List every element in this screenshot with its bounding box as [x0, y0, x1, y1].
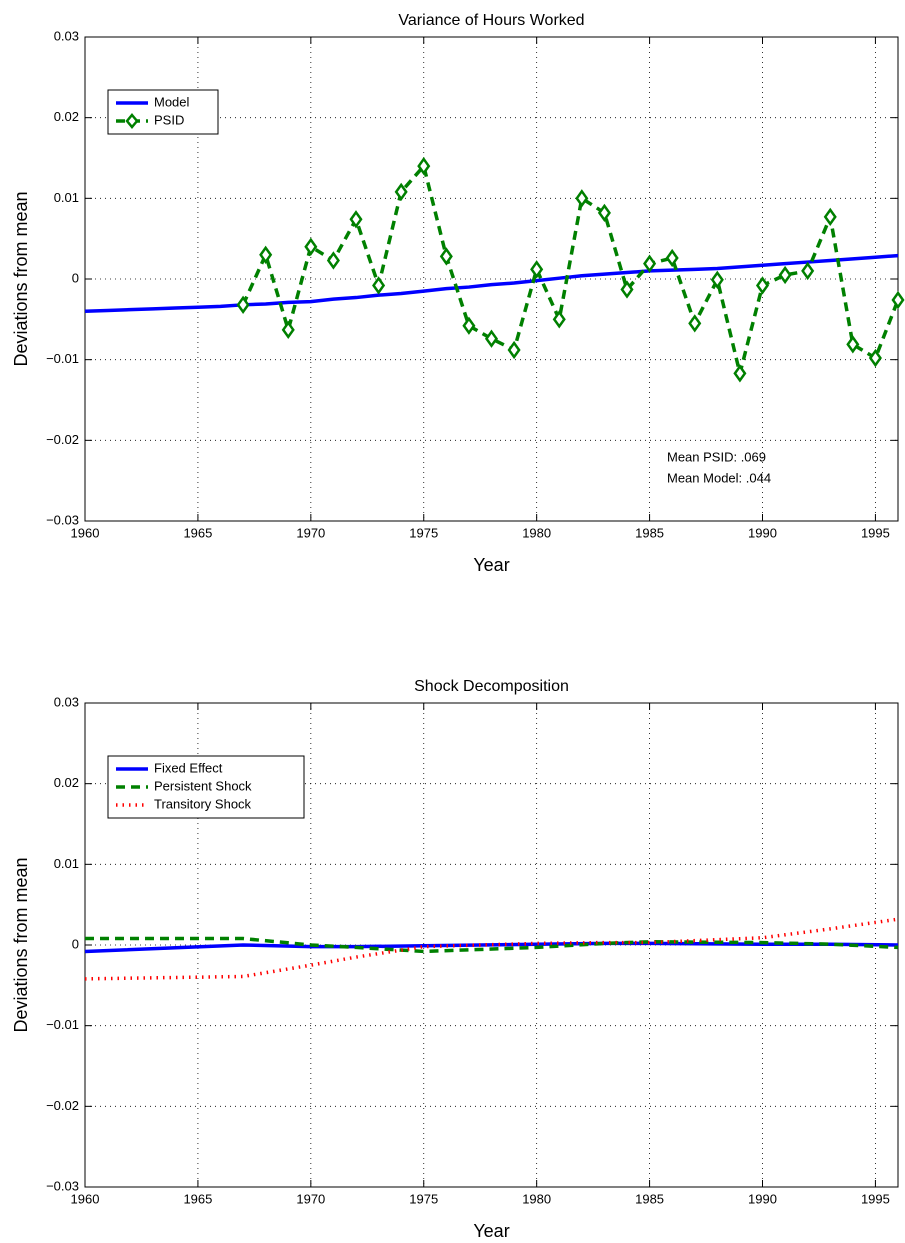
- series-line: [84, 917, 899, 981]
- data-marker: [394, 182, 408, 202]
- y-tick-label: −0.01: [46, 1017, 79, 1032]
- x-tick-label: 1970: [296, 1191, 325, 1206]
- series-line: [84, 941, 899, 954]
- data-marker: [665, 248, 679, 268]
- data-marker: [688, 314, 702, 333]
- series-line: [85, 936, 899, 954]
- data-marker: [507, 340, 521, 360]
- data-marker: [710, 270, 724, 289]
- data-marker: [349, 210, 363, 229]
- data-marker: [372, 276, 386, 295]
- y-tick-label: −0.01: [46, 351, 79, 366]
- plot-frame: [84, 36, 899, 522]
- y-axis-label: Deviations from mean: [11, 857, 31, 1032]
- legend-marker: [125, 113, 139, 129]
- x-tick-label: 1995: [861, 1191, 890, 1206]
- x-tick-label: 1985: [635, 525, 664, 540]
- data-marker: [823, 207, 837, 227]
- y-tick-label: −0.02: [46, 1098, 79, 1113]
- data-marker: [439, 247, 453, 266]
- chart-title: Variance of Hours Worked: [398, 12, 584, 29]
- y-axis-label: Deviations from mean: [11, 191, 31, 366]
- data-marker: [326, 251, 340, 270]
- x-tick-label: 1965: [183, 1191, 212, 1206]
- x-tick-label: 1960: [71, 1191, 100, 1206]
- data-marker: [891, 290, 905, 310]
- x-tick-label: 1980: [522, 1191, 551, 1206]
- x-tick-label: 1990: [748, 525, 777, 540]
- data-marker: [778, 265, 792, 285]
- x-tick-label: 1960: [71, 525, 100, 540]
- legend-box: [107, 755, 305, 819]
- legend-label: Persistent Shock: [154, 778, 252, 793]
- x-axis-label: Year: [473, 1221, 509, 1241]
- data-marker: [304, 237, 318, 256]
- data-marker: [530, 260, 544, 279]
- data-marker: [801, 261, 815, 281]
- y-tick-label: 0: [72, 936, 79, 951]
- data-marker: [755, 276, 770, 295]
- data-marker: [259, 245, 273, 264]
- data-marker: [484, 329, 499, 348]
- legend-label: Transitory Shock: [154, 796, 252, 811]
- data-marker: [643, 254, 657, 273]
- data-marker: [281, 320, 295, 339]
- y-tick-label: 0.03: [54, 694, 79, 709]
- x-tick-label: 1995: [861, 525, 890, 540]
- annotation: Mean Model: .044: [667, 470, 771, 485]
- y-tick-label: 0.03: [54, 28, 79, 43]
- data-marker: [868, 348, 882, 368]
- y-tick-label: −0.02: [46, 432, 79, 447]
- x-tick-label: 1965: [183, 525, 212, 540]
- y-tick-label: 0.01: [54, 190, 79, 205]
- data-marker: [552, 310, 566, 329]
- data-marker: [597, 203, 611, 223]
- series-line: [84, 253, 899, 314]
- data-marker: [462, 316, 476, 335]
- x-tick-label: 1970: [296, 525, 325, 540]
- x-tick-label: 1990: [748, 1191, 777, 1206]
- y-tick-label: −0.03: [46, 512, 79, 527]
- x-tick-label: 1975: [409, 525, 438, 540]
- data-marker: [846, 335, 860, 354]
- legend-label: Fixed Effect: [154, 760, 223, 775]
- legend-box: [107, 89, 219, 135]
- legend-label: Model: [154, 94, 190, 109]
- data-marker: [236, 295, 250, 314]
- y-tick-label: 0.02: [54, 109, 79, 124]
- data-marker: [575, 189, 589, 208]
- data-marker: [620, 280, 634, 299]
- x-tick-label: 1985: [635, 1191, 664, 1206]
- annotation: Mean PSID: .069: [667, 449, 766, 464]
- chart-title: Shock Decomposition: [414, 678, 569, 695]
- y-tick-label: 0.01: [54, 856, 79, 871]
- y-tick-label: −0.03: [46, 1178, 79, 1193]
- y-tick-label: 0.02: [54, 775, 79, 790]
- data-marker: [417, 156, 431, 176]
- x-tick-label: 1975: [409, 1191, 438, 1206]
- y-tick-label: 0: [72, 270, 79, 285]
- data-marker: [733, 364, 747, 383]
- legend-label: PSID: [154, 112, 184, 127]
- x-tick-label: 1980: [522, 525, 551, 540]
- x-axis-label: Year: [473, 555, 509, 575]
